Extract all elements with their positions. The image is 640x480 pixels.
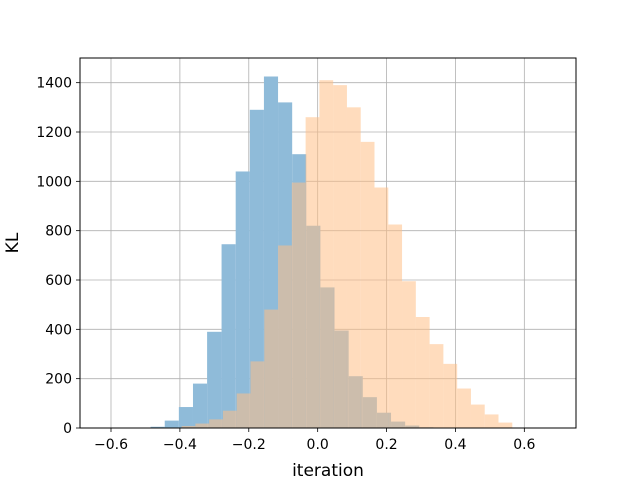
histogram-bar-series-2: [443, 363, 458, 428]
histogram-bar-series-2: [264, 309, 279, 428]
histogram-bar-series-1: [221, 244, 236, 428]
histogram-bar-series-2: [291, 182, 306, 428]
histogram-bar-series-1: [235, 171, 250, 428]
histogram-bar-series-2: [195, 423, 210, 428]
y-tick-label: 200: [45, 372, 72, 388]
x-tick-label: 0.4: [444, 437, 466, 453]
y-tick-label: 800: [45, 224, 72, 240]
histogram-bar-series-1: [207, 331, 222, 428]
x-tick-label: −0.4: [163, 437, 197, 453]
histogram-bar-series-2: [181, 426, 196, 428]
histogram-bar-series-2: [250, 361, 265, 428]
x-tick-label: 0.2: [375, 437, 397, 453]
y-axis-label: KL: [3, 232, 23, 253]
histogram-bar-series-1: [178, 407, 193, 428]
histogram-bar-series-2: [402, 281, 416, 428]
histogram-bar-series-1: [192, 383, 208, 428]
x-tick-label: −0.2: [232, 437, 266, 453]
histogram-bar-series-2: [360, 141, 375, 428]
histogram-bar-series-1: [249, 109, 264, 429]
histogram-bar-series-1: [164, 420, 179, 428]
histogram-bar-series-2: [498, 422, 513, 428]
histogram-bar-series-2: [374, 187, 389, 428]
histogram-bar-series-2: [457, 388, 471, 428]
y-tick-label: 1200: [36, 125, 72, 141]
axis-ticks: −0.6 −0.4 −0.2 0.0 0.2 0.4 0.6 0 200 400 600 800 100…: [36, 76, 535, 453]
histogram-bar-series-2: [484, 414, 499, 428]
histogram-bar-series-2: [415, 317, 430, 428]
y-tick-label: 0: [63, 421, 72, 437]
x-tick-label: 0.0: [307, 437, 329, 453]
y-tick-label: 400: [45, 322, 72, 338]
histogram-bar-series-2: [388, 224, 403, 428]
histogram-bar-series-2: [319, 80, 334, 428]
plot-frame: [79, 57, 577, 429]
histogram-bar-series-2: [278, 245, 292, 428]
histogram-bars: [150, 76, 513, 429]
x-tick-label: −0.6: [94, 437, 128, 453]
histogram-bar-series-2: [236, 393, 251, 428]
histogram-bar-series-2: [470, 404, 485, 428]
histogram-bar-series-2: [209, 419, 223, 428]
histogram-bar-series-2: [346, 107, 361, 428]
y-tick-label: 1400: [36, 76, 72, 92]
histogram-bar-series-2: [222, 410, 237, 428]
histogram-bar-series-1: [150, 426, 165, 428]
x-axis-label: iteration: [292, 461, 364, 480]
histogram-bar-series-2: [429, 344, 444, 428]
x-tick-label: 0.6: [513, 437, 535, 453]
y-tick-label: 600: [45, 273, 72, 289]
histogram-bar-series-2: [305, 117, 320, 428]
histogram-bar-series-2: [333, 85, 347, 428]
y-tick-label: 1000: [36, 174, 72, 190]
